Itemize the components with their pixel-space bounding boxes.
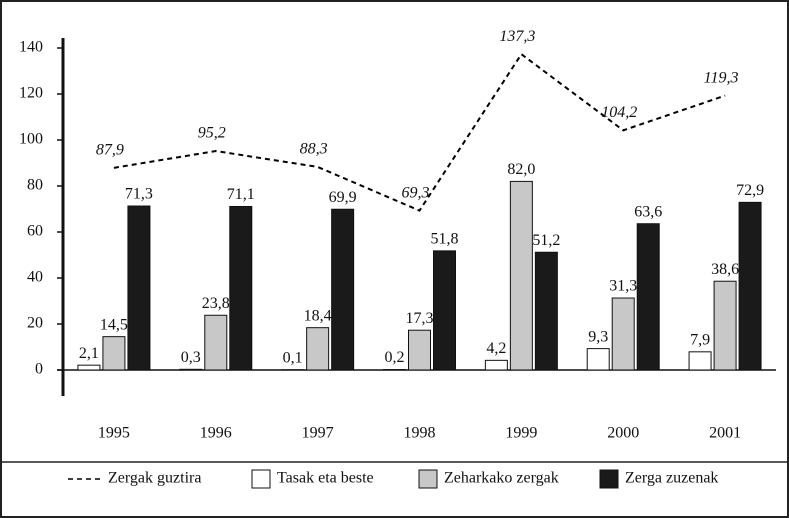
y-tick-label: 0	[35, 361, 43, 378]
bar	[229, 205, 253, 371]
bar	[433, 250, 456, 371]
bar	[509, 180, 533, 371]
bar-value-label: 71,1	[227, 186, 255, 203]
line-value-label: 119,3	[704, 69, 739, 86]
bar-value-label: 0,2	[385, 349, 405, 366]
bar	[331, 208, 355, 371]
x-tick-label: 1996	[200, 425, 232, 442]
bar-value-label: 18,4	[304, 307, 332, 324]
line-value-label: 95,2	[198, 125, 226, 142]
legend-label: Tasak eta beste	[277, 470, 374, 487]
bar	[77, 364, 101, 371]
legend-label: Zeharkako zergak	[444, 470, 559, 487]
bar	[408, 329, 431, 371]
x-tick-label: 1997	[302, 425, 334, 442]
y-tick-label: 120	[19, 85, 43, 102]
bar-value-label: 51,8	[431, 231, 459, 248]
bar-value-label: 82,0	[507, 161, 535, 178]
bar	[636, 223, 660, 371]
bar-value-label: 23,8	[202, 295, 230, 312]
bar-value-label: 51,2	[532, 232, 560, 249]
legend-label: Zergak guztira	[108, 470, 201, 487]
legend-label: Zerga zuzenak	[625, 470, 718, 487]
y-tick-label: 20	[27, 315, 43, 332]
legend-swatch	[599, 469, 619, 489]
bar	[688, 351, 712, 371]
bar-value-label: 69,9	[329, 189, 357, 206]
bar	[484, 359, 508, 371]
x-tick-label: 1999	[505, 425, 537, 442]
legend-swatch	[418, 469, 438, 489]
bar	[306, 327, 330, 371]
bar	[586, 348, 610, 371]
y-tick-label: 140	[19, 39, 43, 56]
x-tick-label: 2001	[709, 425, 741, 442]
y-tick-label: 100	[19, 131, 43, 148]
line-value-label: 87,9	[96, 142, 124, 159]
x-tick-label: 1995	[98, 425, 130, 442]
line-value-label: 69,3	[402, 184, 430, 201]
x-tick-label: 2000	[607, 425, 639, 442]
bar-value-label: 38,6	[711, 261, 739, 278]
bar	[102, 336, 126, 371]
bar-value-label: 31,3	[609, 278, 637, 295]
bar	[534, 251, 558, 371]
bar-value-label: 17,3	[406, 310, 434, 327]
bar-value-label: 71,3	[125, 186, 153, 203]
line-value-label: 137,3	[499, 28, 535, 45]
bar-value-label: 72,9	[736, 182, 764, 199]
line-value-label: 88,3	[300, 141, 328, 158]
bar	[179, 368, 203, 371]
bar	[611, 297, 635, 371]
bar	[127, 205, 151, 371]
y-tick-label: 40	[27, 269, 43, 286]
bar-value-label: 7,9	[690, 332, 710, 349]
line-value-label: 104,2	[601, 104, 637, 121]
x-tick-label: 1998	[404, 425, 436, 442]
bar-value-label: 0,3	[181, 349, 201, 366]
line	[113, 52, 726, 212]
bar-value-label: 9,3	[588, 328, 608, 345]
y-tick-label: 60	[27, 223, 43, 240]
legend-swatch	[251, 469, 271, 489]
bar-value-label: 14,5	[100, 316, 128, 333]
bar	[713, 280, 737, 371]
bar-value-label: 0,1	[283, 349, 303, 366]
bar-value-label: 63,6	[634, 203, 662, 220]
bar	[204, 314, 228, 371]
bar-value-label: 4,2	[486, 340, 506, 357]
bar	[738, 201, 762, 371]
bar-value-label: 2,1	[79, 345, 99, 362]
y-tick-label: 80	[27, 177, 43, 194]
